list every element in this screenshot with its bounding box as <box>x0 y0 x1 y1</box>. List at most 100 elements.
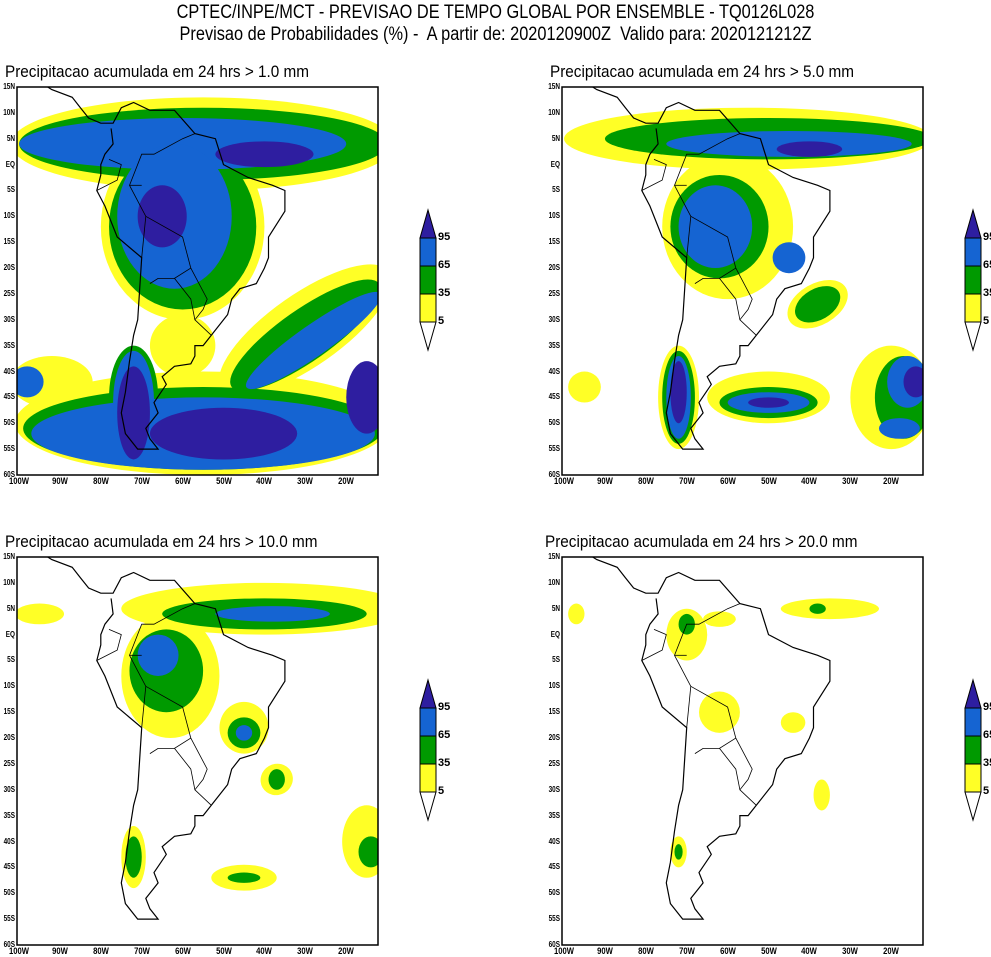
lon-tick-label: 80W <box>92 476 109 486</box>
lat-tick-label: 10N <box>548 107 560 117</box>
lat-tick-label: 45S <box>3 862 16 872</box>
lat-tick-label: 5N <box>551 133 560 143</box>
lat-tick-label: 30S <box>548 784 560 794</box>
probability-contour-35-65 <box>268 769 285 790</box>
lat-tick-label: 45S <box>548 862 560 872</box>
lat-tick-label: 5N <box>6 603 15 613</box>
lat-tick-label: 15N <box>3 82 15 91</box>
colorbar-segment-5-35 <box>419 293 437 323</box>
probability-contour-5-35 <box>17 603 65 625</box>
lat-tick-label: 35S <box>548 810 560 820</box>
probability-contour-5-35 <box>568 371 601 403</box>
lat-tick-label: 5S <box>552 655 560 665</box>
coastline <box>46 87 286 450</box>
colorbar-level-label: 35 <box>438 287 451 299</box>
lon-tick-label: 70W <box>678 476 695 486</box>
lon-tick-label: 50W <box>215 946 232 956</box>
lon-tick-label: 20W <box>338 946 355 956</box>
probability-contour-95-100 <box>215 141 314 168</box>
probability-contour-65-95 <box>215 606 330 622</box>
country-border <box>719 278 741 320</box>
probability-contour-95-100 <box>670 361 687 424</box>
colorbar-level-label: 95 <box>438 701 451 713</box>
lat-tick-label: 5N <box>6 133 15 143</box>
map-frame <box>561 556 924 946</box>
lat-tick-label: 15N <box>3 552 15 561</box>
lon-tick-label: 40W <box>256 476 273 486</box>
colorbar-segment-35-65 <box>964 735 982 765</box>
lat-tick-label: 20S <box>3 263 16 273</box>
lat-tick-label: 5S <box>7 655 15 665</box>
colorbar-segment-95-100 <box>419 208 437 239</box>
probability-contour-65-95 <box>245 291 378 390</box>
probability-contour-35-65 <box>358 836 378 868</box>
lat-tick-label: 25S <box>3 758 16 768</box>
country-border <box>190 737 212 806</box>
country-border <box>190 267 212 336</box>
lat-tick-label: 50S <box>548 888 560 898</box>
colorbar <box>419 678 437 822</box>
lat-tick-label: 25S <box>548 758 560 768</box>
lat-tick-label: 15N <box>548 552 560 561</box>
lat-tick-label: 40S <box>3 366 16 376</box>
lat-tick-label: 10S <box>548 681 560 691</box>
lat-tick-label: 40S <box>548 366 560 376</box>
probability-map <box>561 86 924 476</box>
colorbar-level-label: 65 <box>983 729 991 741</box>
subtitle: Previsao de Probabilidades (%) - A parti… <box>179 24 812 45</box>
colorbar-segment-5-35 <box>964 763 982 793</box>
lat-tick-label: 45S <box>548 392 560 402</box>
colorbar-segment-65-95 <box>964 237 982 267</box>
country-border <box>174 278 196 320</box>
lon-tick-label: 60W <box>719 946 736 956</box>
lat-tick-label: 15S <box>548 707 560 717</box>
lat-tick-label: 60S <box>548 940 560 950</box>
panel-title: Precipitacao acumulada em 24 hrs > 20.0 … <box>545 532 858 551</box>
probability-contour-65-95 <box>878 418 920 439</box>
lat-tick-label: 5S <box>552 185 560 195</box>
lat-tick-label: EQ <box>5 629 15 639</box>
country-border <box>641 629 667 661</box>
probability-contour-95-100 <box>748 397 789 408</box>
colorbar-segment-35-65 <box>964 265 982 295</box>
lat-tick-label: 30S <box>3 784 16 794</box>
coastline <box>591 557 831 920</box>
country-border <box>674 603 741 728</box>
colorbar-segment-0-5 <box>419 321 437 352</box>
lon-tick-label: 100W <box>554 946 575 956</box>
lon-tick-label: 30W <box>842 476 859 486</box>
country-border <box>145 215 192 284</box>
colorbar-segment-65-95 <box>964 707 982 737</box>
lat-tick-label: 45S <box>3 392 16 402</box>
colorbar <box>419 208 437 352</box>
probability-contour-5-35 <box>568 603 585 625</box>
colorbar-segment-5-35 <box>964 293 982 323</box>
lon-tick-label: 90W <box>52 946 68 956</box>
lon-tick-label: 70W <box>678 946 695 956</box>
probability-contour-35-65 <box>809 603 826 614</box>
lon-tick-label: 70W <box>133 476 150 486</box>
map-frame <box>16 556 379 946</box>
lon-tick-label: 40W <box>801 946 818 956</box>
lat-tick-label: EQ <box>550 159 560 169</box>
country-border <box>690 215 737 284</box>
lon-tick-label: 80W <box>637 946 654 956</box>
country-border <box>129 603 196 728</box>
lon-tick-label: 60W <box>719 476 736 486</box>
lon-tick-label: 40W <box>801 476 818 486</box>
colorbar-level-label: 65 <box>438 259 451 271</box>
lat-tick-label: 50S <box>3 418 16 428</box>
lat-tick-label: 20S <box>3 733 16 743</box>
lat-tick-label: 5S <box>7 185 15 195</box>
lat-tick-label: 40S <box>3 836 16 846</box>
probability-contour-5-35 <box>666 608 708 661</box>
lat-tick-label: EQ <box>550 629 560 639</box>
probability-contour-35-65 <box>674 844 683 860</box>
lon-tick-label: 50W <box>215 476 232 486</box>
colorbar-segment-95-100 <box>964 678 982 709</box>
probability-contour-95-100 <box>117 366 150 460</box>
colorbar-segment-65-95 <box>419 237 437 267</box>
probability-contour-95-100 <box>903 366 923 398</box>
lat-tick-label: 15S <box>548 237 560 247</box>
colorbar <box>964 678 982 822</box>
